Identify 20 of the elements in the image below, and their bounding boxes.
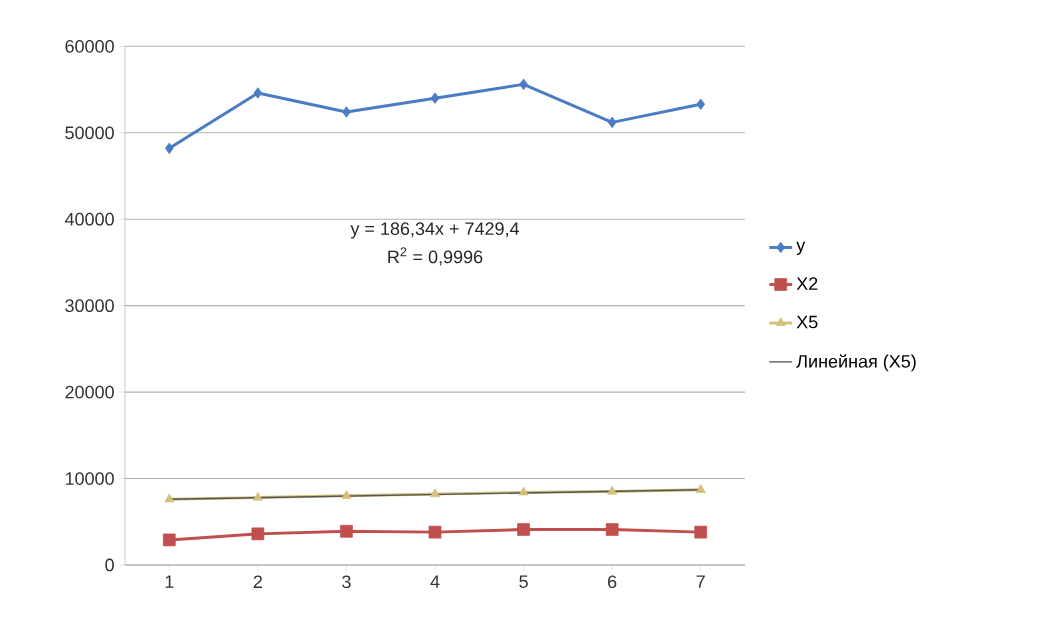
legend-label: y [796,241,806,255]
x-tick-label: 2 [253,575,262,588]
y-tick-label: 10000 [65,472,114,485]
legend-label: Линейная (X5) [796,354,916,372]
x-tick-label: 1 [165,575,174,588]
x-tick-label: 7 [696,575,705,588]
x-tick-label: 4 [430,575,440,588]
y-tick-label: 40000 [64,212,114,226]
x-tick-label: 6 [608,575,617,589]
y-tick-label: 20000 [65,385,114,399]
y-tick-label: 30000 [65,299,114,313]
y-tick-label: 60000 [65,39,114,53]
legend-label: X5 [796,315,818,329]
y-tick-label: 50000 [65,126,114,140]
y-tick-label: 0 [105,558,114,572]
legend-label: X2 [796,277,818,290]
x-tick-label: 3 [342,575,351,589]
annotation: R$^{2}$ = 0,9996 [388,247,483,266]
x-tick-label: 5 [519,575,528,588]
annotation: y = 186,34x + 7429,4 [350,222,520,239]
